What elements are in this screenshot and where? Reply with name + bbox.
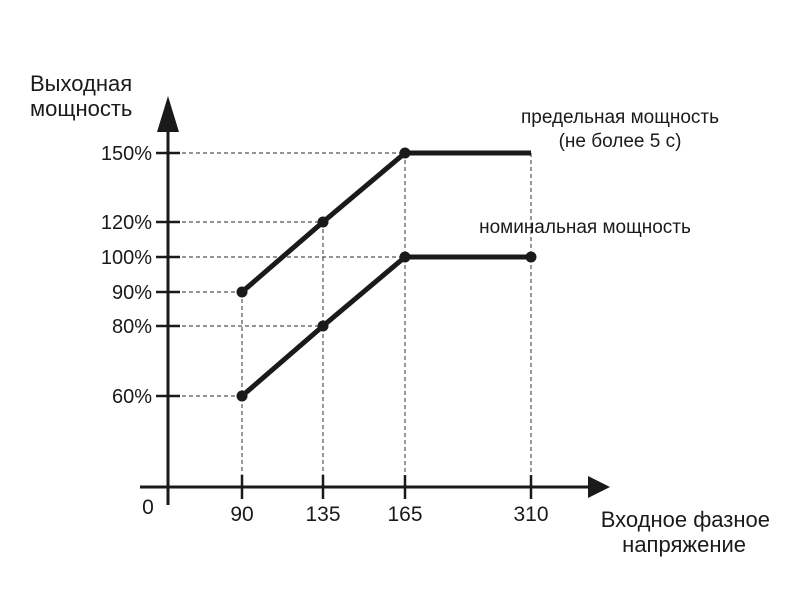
y-axis-label-line-1: Выходная — [30, 71, 133, 96]
x-tick-label-310: 310 — [513, 503, 548, 526]
series-label-limit-line-1: предельная мощность — [520, 107, 720, 128]
series-label-nominal: номинальная мощность — [479, 217, 691, 238]
y-axis-arrow — [157, 96, 179, 132]
y-tick-label-150: 150% — [101, 143, 152, 165]
tick-marks — [156, 151, 533, 499]
data-point-nominal-90 — [236, 390, 248, 402]
y-tick-label-90: 90% — [112, 282, 152, 304]
x-axis-arrow — [588, 476, 610, 498]
series-label-limit-line-2: (не более 5 с) — [558, 131, 682, 152]
x-axis-label-line-2: напряжение — [622, 532, 746, 557]
x-axis-label-line-1: Входное фазное — [600, 507, 770, 532]
series-line-nominal — [240, 254, 531, 398]
origin-label: 0 — [142, 496, 154, 519]
series-lines — [236, 147, 537, 402]
y-tick-label-100: 100% — [101, 247, 152, 269]
y-tick-label-60: 60% — [112, 386, 152, 408]
x-tick-label-90: 90 — [230, 503, 253, 526]
y-tick-label-80: 80% — [112, 316, 152, 338]
guide-lines — [168, 152, 532, 487]
data-point-nominal-135 — [317, 320, 329, 332]
data-point-nominal-310 — [525, 251, 537, 263]
data-point-limit-165 — [399, 147, 411, 159]
series-line-limit — [240, 150, 531, 294]
x-tick-label-165: 165 — [387, 503, 422, 526]
data-point-nominal-165 — [399, 251, 411, 263]
x-tick-label-135: 135 — [305, 503, 340, 526]
data-point-limit-135 — [317, 216, 329, 228]
y-tick-label-120: 120% — [101, 212, 152, 234]
data-point-limit-90 — [236, 286, 248, 298]
axes — [140, 96, 610, 505]
y-axis-label-line-2: мощность — [30, 96, 133, 121]
